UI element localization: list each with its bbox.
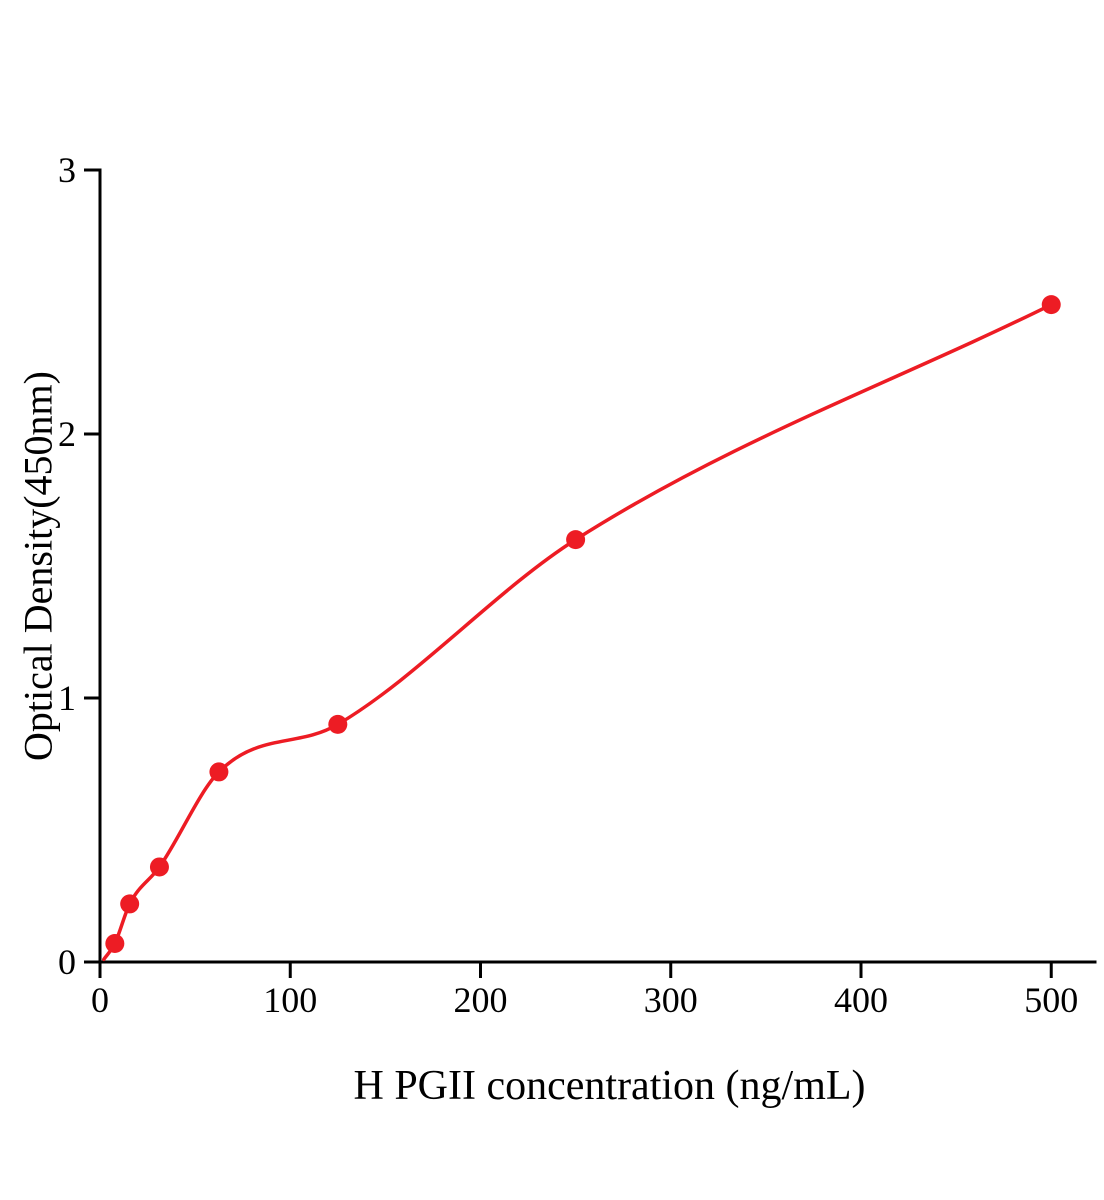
x-tick-label: 0: [91, 980, 109, 1020]
x-tick-label: 200: [453, 980, 507, 1020]
data-point: [328, 714, 348, 734]
data-point: [1041, 295, 1061, 315]
x-tick-label: 500: [1024, 980, 1078, 1020]
x-axis-title: H PGII concentration (ng/mL): [353, 1063, 866, 1109]
x-tick-label: 100: [263, 980, 317, 1020]
data-point: [105, 934, 125, 954]
y-tick-label: 2: [58, 414, 76, 454]
x-tick-label: 400: [834, 980, 888, 1020]
data-point: [209, 762, 229, 782]
x-tick-label: 300: [644, 980, 698, 1020]
fit-curve: [102, 302, 1053, 962]
data-point: [120, 894, 140, 914]
y-tick-label: 3: [58, 150, 76, 190]
y-tick-label: 1: [58, 678, 76, 718]
data-point: [149, 857, 169, 877]
y-tick-label: 0: [58, 942, 76, 982]
data-point: [566, 530, 586, 550]
y-axis-title: Optical Density(450nm): [15, 371, 61, 761]
